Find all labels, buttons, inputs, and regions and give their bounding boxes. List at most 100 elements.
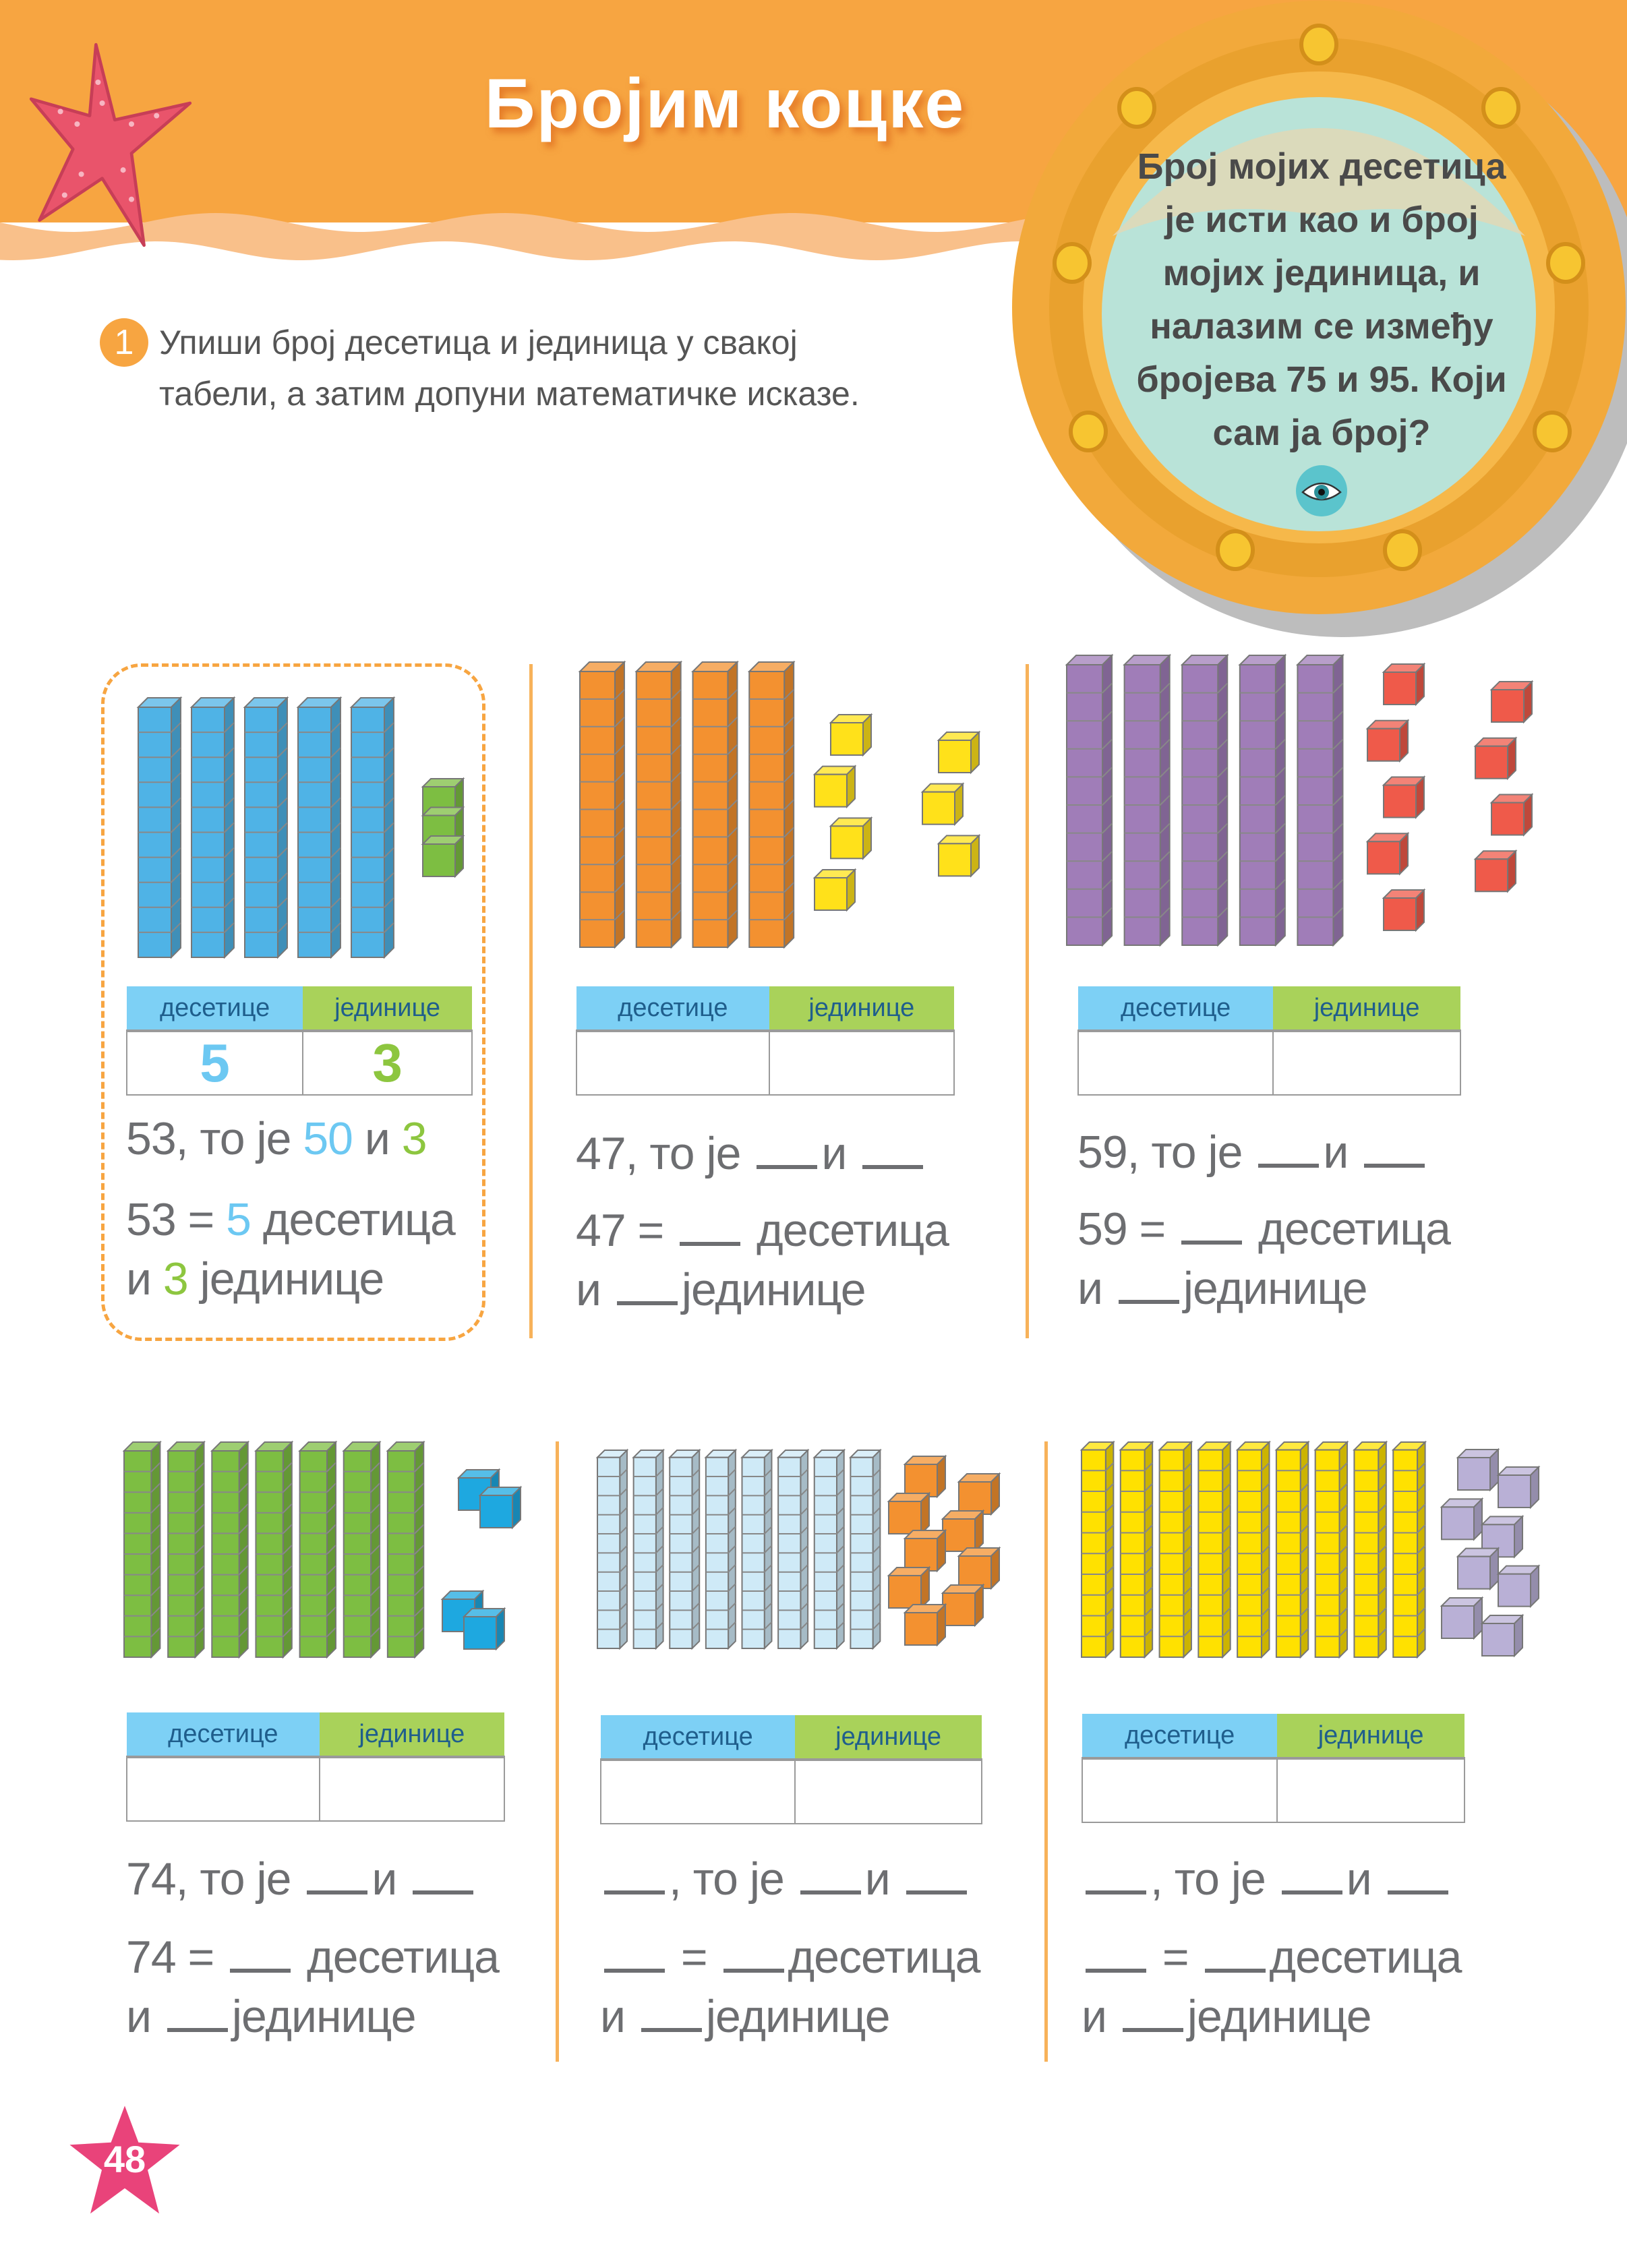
tens-rod [243,696,289,959]
tens-rod [1158,1440,1193,1659]
tens-rod [848,1448,882,1650]
statement-text: јединице [705,1991,891,2042]
place-value-table: десетице јединице [126,1712,506,1822]
statement-text: и [1346,1853,1384,1905]
answer-blank[interactable] [604,1934,665,1973]
tens-rod [342,1440,382,1659]
unit-cube [903,1528,947,1573]
math-statement: 59, то је и [1077,1126,1429,1178]
unit-cube [1480,1514,1525,1559]
tens-input-cell[interactable] [1077,1030,1274,1096]
column-divider [1044,1441,1048,2062]
column-divider [556,1441,559,2062]
answer-blank[interactable] [862,1130,924,1169]
page-number-starfish [69,2106,180,2214]
tens-rod [776,1448,810,1650]
riddle-line: налазим се између [1150,306,1493,347]
riddle-line: Број мојих десетица [1137,146,1506,187]
starfish-illustration [29,42,192,247]
tens-input-cell[interactable]: 5 [125,1030,304,1096]
tens-input-cell[interactable] [576,1030,770,1096]
answer-blank[interactable] [641,1993,702,2032]
tens-rod [1295,653,1344,947]
units-input-cell[interactable] [794,1759,982,1824]
math-statement: 47, то је и [576,1127,927,1180]
answer-blank[interactable] [616,1266,678,1305]
math-statement: = десетица [1082,1931,1462,1983]
answer-blank[interactable] [906,1855,967,1894]
example-highlight-box [101,663,485,1341]
math-statement: , то је и [1082,1853,1452,1905]
math-statement: и јединице [1082,1990,1372,2043]
answer-blank[interactable] [1364,1129,1425,1168]
unit-cube [1382,662,1426,707]
statement-text: 53, то је [126,1113,303,1164]
answer-blank[interactable] [307,1855,368,1894]
riddle-line: бројева 75 и 95. Који [1136,359,1507,400]
tens-input-cell[interactable] [599,1759,796,1824]
units-input-cell[interactable] [1276,1758,1465,1823]
units-header: јединице [303,986,472,1032]
unit-cube [903,1603,947,1647]
answer-blank[interactable] [1086,1855,1146,1894]
math-statement: 53, то је 50 и 3 [126,1112,427,1165]
answer-blank[interactable] [230,1934,291,1973]
unit-cube [1382,888,1426,932]
tens-header: десетице [1078,986,1274,1032]
tens-rod [595,1448,629,1650]
answer-blank[interactable] [1118,1265,1179,1304]
answer-blank[interactable] [1281,1855,1342,1894]
statement-text: , то је [669,1853,796,1905]
answer-blank[interactable] [167,1993,228,2032]
tens-rod [298,1440,338,1659]
answer-blank[interactable] [604,1855,665,1894]
answer-blank[interactable] [1086,1934,1146,1973]
riddle-text: Број мојих десетица је исти као и број м… [1106,140,1537,460]
place-value-table: десетице јединице [1081,1714,1465,1823]
tens-rod [1235,1440,1271,1659]
statement-text: 47, то је [576,1128,753,1179]
answer-blank[interactable] [723,1934,784,1973]
tens-rod [1196,1440,1233,1659]
unit-cube [1489,680,1534,724]
answer-blank[interactable] [1387,1855,1448,1894]
example-tens-value: 50 [303,1113,353,1164]
tens-rod [1313,1440,1349,1659]
unit-cube [957,1546,1001,1590]
units-input-cell[interactable]: 3 [302,1030,473,1096]
answer-blank[interactable] [1181,1205,1243,1245]
column-divider [1026,664,1029,1338]
units-header: јединице [1273,986,1460,1032]
answer-blank[interactable] [1258,1129,1320,1168]
unit-cube [937,730,981,775]
unit-cube [421,834,465,878]
units-input-cell[interactable] [768,1030,955,1096]
eye-icon [1296,465,1347,516]
answer-blank[interactable] [680,1207,741,1246]
porthole-illustration [1012,1,1627,637]
tens-rod [704,1448,738,1650]
math-statement: = десетица [600,1931,980,1983]
answer-blank[interactable] [1122,1993,1183,2032]
math-statement: и 3 јединице [126,1253,384,1305]
math-statement: 47 = десетица [576,1204,949,1257]
tens-rod [122,1440,162,1659]
example-units-value: 3 [401,1113,427,1164]
unit-cube [1440,1596,1484,1640]
units-input-cell[interactable] [318,1756,506,1822]
math-statement: 59 = десетица [1077,1203,1451,1255]
statement-text: 59, то је [1077,1127,1255,1178]
answer-blank[interactable] [800,1855,861,1894]
answer-blank[interactable] [757,1130,818,1169]
units-input-cell[interactable] [1272,1030,1461,1096]
unit-cube [1480,1613,1525,1658]
answer-blank[interactable] [413,1855,474,1894]
unit-cube [941,1509,985,1553]
answer-blank[interactable] [1204,1934,1266,1973]
tens-header: десетице [127,1712,320,1758]
unit-cube [1473,736,1518,781]
tens-input-cell[interactable] [126,1756,320,1822]
tens-input-cell[interactable] [1081,1758,1278,1823]
